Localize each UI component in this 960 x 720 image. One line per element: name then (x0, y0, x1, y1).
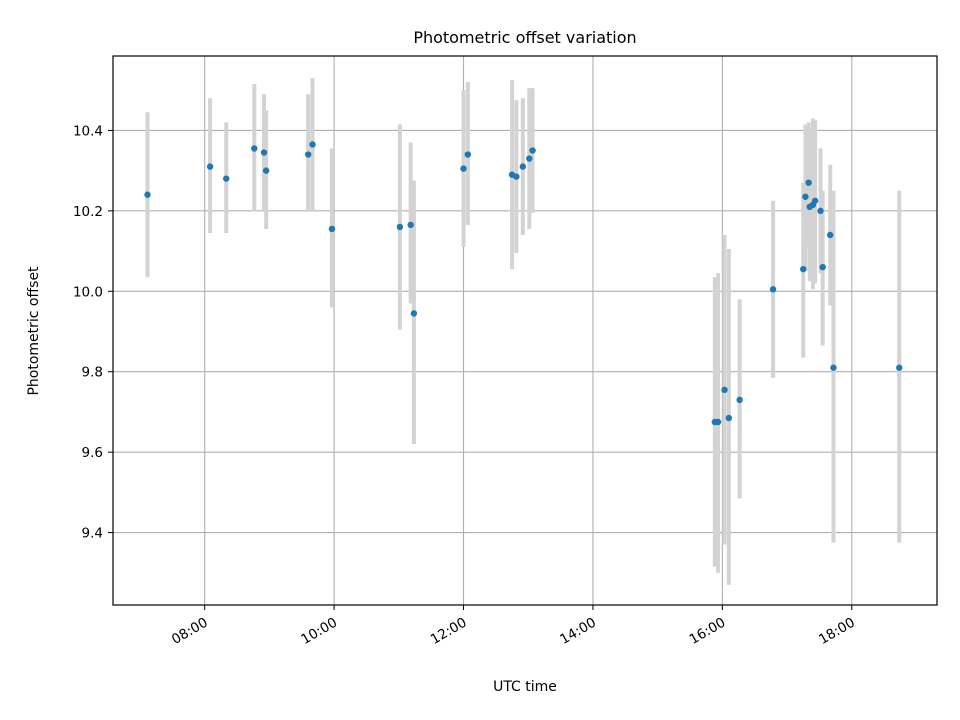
data-point (513, 173, 520, 180)
data-point (464, 151, 472, 158)
data-point (800, 265, 807, 273)
y-tick-label: 9.8 (82, 365, 103, 381)
data-point (769, 286, 777, 293)
data-point (309, 141, 316, 148)
data-point (262, 167, 270, 174)
data-points (144, 141, 903, 426)
data-point (396, 223, 404, 231)
y-tick-label: 10.2 (73, 204, 103, 220)
data-point (460, 165, 467, 172)
data-point (827, 231, 834, 239)
data-point (519, 163, 527, 170)
data-point (811, 197, 819, 204)
data-point (714, 418, 722, 426)
y-axis-ticks: 9.4 9.6 9.8 10.0 10.2 10.4 (73, 123, 113, 542)
data-point (802, 193, 809, 200)
data-point (817, 207, 824, 215)
data-point (251, 145, 258, 152)
data-point (721, 386, 728, 394)
plot-area-frame (112, 55, 938, 606)
y-axis-label: Photometric offset (26, 266, 42, 396)
data-point (260, 149, 268, 156)
data-point (805, 179, 812, 186)
y-tick-label: 9.6 (82, 445, 103, 461)
chart-title: Photometric offset variation (413, 28, 636, 47)
data-point (305, 151, 312, 158)
data-point (223, 175, 230, 182)
y-tick-label: 9.4 (82, 526, 103, 542)
data-point (830, 364, 837, 371)
data-point (819, 263, 826, 271)
x-axis-label: UTC time (493, 679, 557, 695)
y-tick-label: 10.0 (73, 284, 103, 300)
data-point (206, 163, 214, 170)
data-point (526, 155, 533, 162)
y-tick-label: 10.4 (73, 123, 103, 139)
data-point (896, 364, 903, 371)
data-point (407, 221, 414, 229)
data-point (736, 396, 743, 404)
data-point (410, 310, 418, 317)
data-point (529, 147, 536, 154)
data-point (725, 414, 733, 422)
data-point (144, 191, 151, 198)
data-point (328, 225, 336, 233)
